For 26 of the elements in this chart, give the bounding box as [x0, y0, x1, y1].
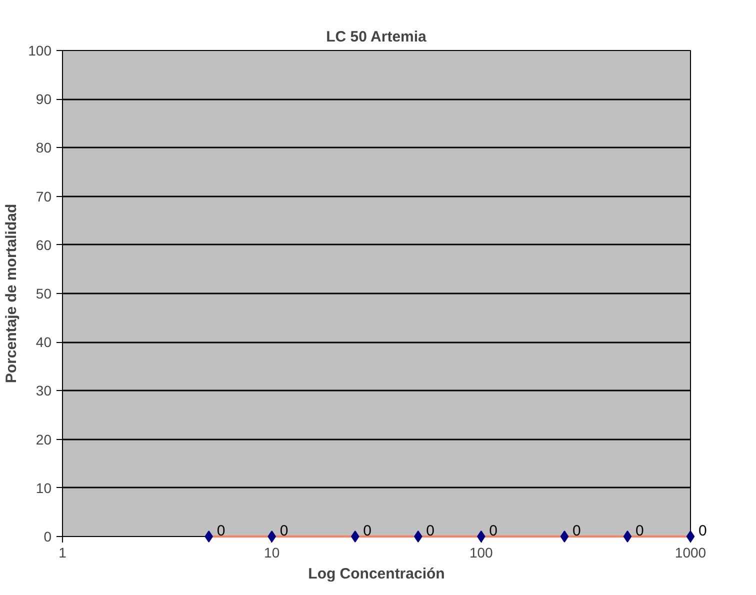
y-tick-label: 60 — [36, 236, 52, 253]
y-tick-label: 10 — [36, 480, 52, 496]
y-tick-label: 30 — [36, 382, 52, 399]
chart-title: LC 50 Artemia — [326, 28, 428, 46]
y-tick-label: 90 — [36, 91, 52, 108]
x-tick-label: 10 — [264, 544, 280, 560]
x-tick-label: 1 — [58, 544, 67, 560]
x-tick-label: 1000 — [674, 544, 706, 560]
y-tick-label: 0 — [44, 528, 52, 544]
y-tick-label: 50 — [36, 286, 52, 302]
data-label: 0 — [635, 522, 644, 540]
data-label: 0 — [280, 522, 288, 540]
data-label: 0 — [698, 522, 707, 540]
data-label: 0 — [572, 522, 581, 540]
y-tick-label: 70 — [36, 188, 52, 204]
data-label: 0 — [216, 522, 226, 540]
data-label: 0 — [363, 522, 372, 540]
x-tick-label: 100 — [469, 544, 494, 560]
x-axis-title: Log Concentración — [308, 566, 445, 582]
y-axis-title: Porcentaje de mortalidad — [3, 204, 20, 384]
y-tick-label: 40 — [36, 334, 52, 350]
y-tick-label: 80 — [36, 140, 52, 156]
data-label: 0 — [426, 522, 434, 540]
y-tick-label: 20 — [36, 431, 52, 448]
data-label: 0 — [489, 522, 498, 540]
y-tick-label: 100 — [28, 42, 52, 58]
